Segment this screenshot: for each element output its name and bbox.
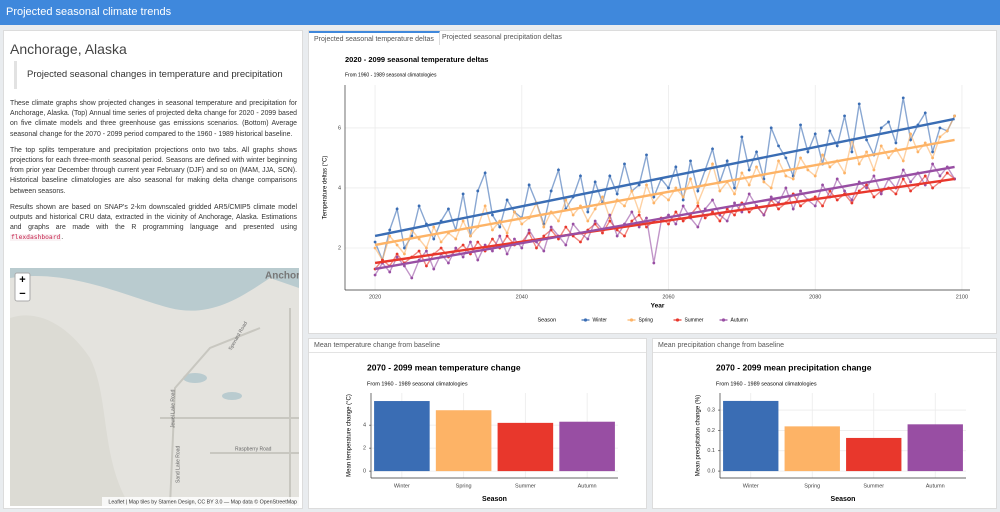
paragraph: Results shown are based on SNAP's 2-km d… <box>10 203 297 244</box>
zoom-in[interactable]: + <box>19 274 25 286</box>
panel-header: Mean precipitation change from baseline <box>653 339 996 353</box>
sidebar: Anchorage, Alaska Projected seasonal cha… <box>3 30 303 509</box>
city-label: Anchor <box>265 271 299 282</box>
panel-header: Mean temperature change from baseline <box>309 339 646 353</box>
inline-code: flexdashboard <box>10 234 62 242</box>
map[interactable]: Anchor Spenard Road Jewel Lake Road Rasp… <box>10 268 299 506</box>
lake <box>222 392 242 400</box>
sidebar-heading: Anchorage, Alaska <box>10 41 127 57</box>
paragraph: These climate graphs show projected chan… <box>10 100 297 138</box>
road-label: Sand Lake Road <box>175 446 181 483</box>
panel: Mean temperature change from baseline <box>308 338 647 509</box>
zoom-out[interactable]: − <box>19 288 25 300</box>
attribution[interactable]: Leaflet | Map tiles by Stamen Design, CC… <box>108 498 297 505</box>
zoom-control <box>14 272 31 302</box>
road-label: Raspberry Road <box>235 446 272 452</box>
blockquote: Projected seasonal changes in temperatur… <box>14 61 298 89</box>
panel: Mean precipitation change from baseline <box>652 338 997 509</box>
road-label: Jewel Lake Road <box>170 389 176 428</box>
roads <box>160 308 299 506</box>
tab-panel <box>308 30 997 334</box>
paragraph-text: Results shown are based on SNAP's 2-km d… <box>10 203 297 232</box>
paragraph-text: . <box>61 234 64 242</box>
paragraph: The top splits temperature and precipita… <box>10 146 297 195</box>
land-west <box>10 315 130 506</box>
navbar-title: Projected seasonal climate trends <box>0 0 1000 25</box>
attribution-bg <box>102 497 299 506</box>
description: These climate graphs show projected chan… <box>10 99 297 250</box>
tab-active[interactable]: Projected seasonal temperature deltas <box>309 31 440 45</box>
tab[interactable]: Projected seasonal precipitation deltas <box>442 34 562 41</box>
lake <box>183 373 207 383</box>
